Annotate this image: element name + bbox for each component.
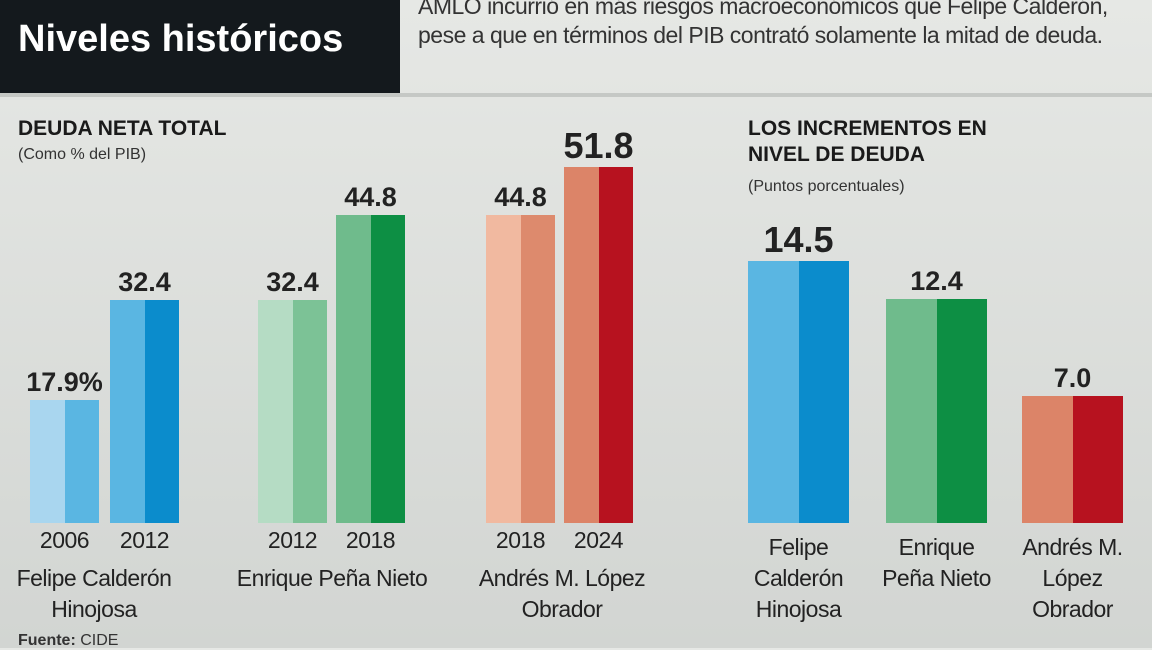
- year-label: 2018: [345, 527, 396, 553]
- bar-dark-half: [936, 298, 987, 523]
- bar-dark-half: [370, 215, 405, 523]
- bar-light-half: [486, 215, 521, 523]
- bar-value-label: 32.4: [266, 267, 319, 298]
- group-label: Andrés M. López Obrador: [478, 565, 646, 622]
- bar-dark-half: [144, 300, 179, 523]
- bar-value-label: 7.0: [1053, 363, 1092, 394]
- page-title: Niveles históricos: [0, 0, 400, 93]
- bar-value-label: 44.8: [494, 182, 547, 213]
- right-chart-subtitle: (Puntos porcentuales): [748, 178, 905, 195]
- bar-light-half: [258, 300, 293, 523]
- bar-value-label: 14.5: [763, 218, 834, 260]
- bar-light-half: [564, 167, 599, 523]
- bar-dark-half: [520, 215, 555, 523]
- bar: [30, 400, 99, 523]
- bar-light-half: [336, 215, 371, 523]
- bar: [886, 298, 987, 523]
- bar-light-half: [110, 300, 145, 523]
- bar-value-label: 12.4: [910, 265, 963, 296]
- bar: [110, 300, 179, 523]
- bar-dark-half: [1072, 396, 1123, 523]
- divider: [0, 93, 1152, 97]
- left-chart-title: DEUDA NETA TOTAL: [18, 117, 227, 140]
- bar: [336, 215, 405, 523]
- source-value: CIDE: [80, 632, 119, 649]
- year-label: 2012: [119, 527, 170, 553]
- bar: [564, 167, 633, 523]
- source-label: Fuente:: [18, 632, 76, 649]
- bar-dark-half: [598, 167, 633, 523]
- category-label: Felipe Calderón Hinojosa: [753, 534, 844, 622]
- group-label: Felipe Calderón Hinojosa: [16, 565, 172, 622]
- year-label: 2018: [495, 527, 546, 553]
- bar: [748, 260, 849, 523]
- bar: [1022, 396, 1123, 523]
- bar-dark-half: [292, 300, 327, 523]
- bar-value-label: 32.4: [118, 267, 171, 298]
- left-chart-subtitle: (Como % del PIB): [18, 146, 147, 163]
- year-label: 2006: [39, 527, 90, 553]
- intro-text: AMLO incurrió en más riesgos macroeconóm…: [418, 0, 1108, 48]
- bar-light-half: [748, 260, 799, 523]
- bar-light-half: [886, 298, 937, 523]
- source-note: Fuente: CIDE: [18, 632, 118, 650]
- bar-light-half: [30, 400, 65, 523]
- year-label: 2012: [267, 527, 318, 553]
- bar-value-label: 44.8: [344, 182, 397, 213]
- bar-value-label: 17.9%: [26, 367, 103, 398]
- bar-dark-half: [64, 400, 99, 523]
- year-label: 2024: [573, 527, 624, 553]
- bar-light-half: [1022, 396, 1073, 523]
- group-label: Enrique Peña Nieto: [236, 565, 428, 591]
- bar: [486, 215, 555, 523]
- bar-dark-half: [798, 260, 849, 523]
- category-label: Enrique Peña Nieto: [882, 534, 991, 591]
- category-label: Andrés M. López Obrador: [1022, 534, 1123, 622]
- right-chart-title: LOS INCREMENTOS EN NIVEL DE DEUDA: [748, 117, 987, 166]
- bar: [258, 300, 327, 523]
- bar-value-label: 51.8: [563, 125, 634, 167]
